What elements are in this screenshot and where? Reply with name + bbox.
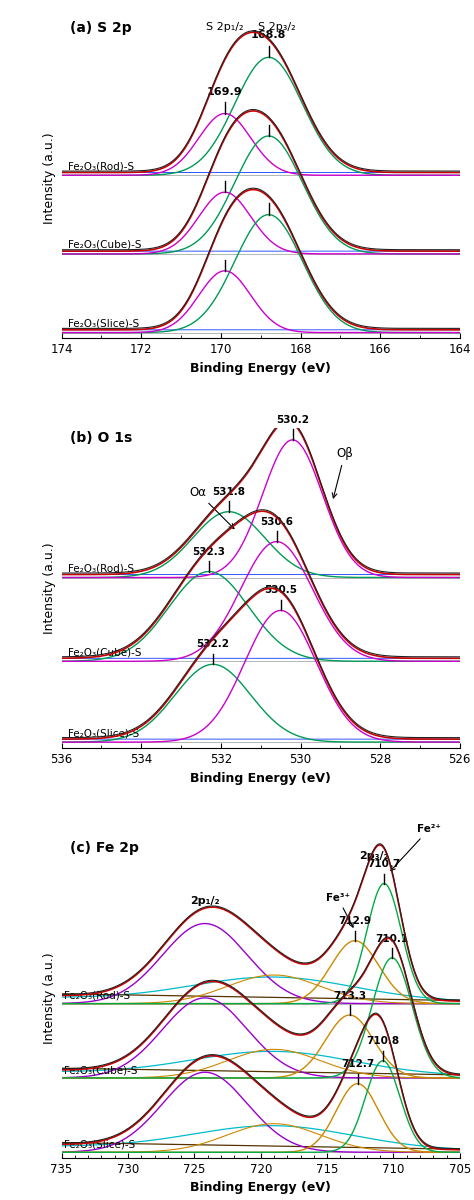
Text: 710.8: 710.8 — [366, 1037, 400, 1046]
Text: (b) O 1s: (b) O 1s — [70, 431, 132, 445]
Text: 530.6: 530.6 — [260, 517, 293, 527]
Text: 532.2: 532.2 — [196, 640, 229, 649]
X-axis label: Binding Energy (eV): Binding Energy (eV) — [190, 361, 331, 374]
Text: 532.3: 532.3 — [192, 546, 226, 557]
Text: Oβ: Oβ — [332, 446, 353, 498]
Text: 712.7: 712.7 — [341, 1060, 374, 1069]
Text: Fe₂O₃(Rod)-S: Fe₂O₃(Rod)-S — [64, 991, 130, 1001]
X-axis label: Binding Energy (eV): Binding Energy (eV) — [190, 772, 331, 785]
Text: Fe₂O₃(Cube)-S: Fe₂O₃(Cube)-S — [68, 648, 141, 658]
Text: 530.5: 530.5 — [264, 586, 297, 595]
Text: 2p₁/₂: 2p₁/₂ — [190, 896, 220, 906]
Text: Fe³⁺: Fe³⁺ — [326, 893, 353, 928]
Text: Fe₂O₃(Slice)-S: Fe₂O₃(Slice)-S — [68, 728, 139, 738]
Text: S 2p₃/₂: S 2p₃/₂ — [258, 22, 295, 32]
Text: Fe₂O₃(Slice)-S: Fe₂O₃(Slice)-S — [68, 318, 139, 329]
Text: 169.9: 169.9 — [207, 86, 243, 97]
Text: 2p₃/₂: 2p₃/₂ — [359, 851, 388, 860]
Text: 710.1: 710.1 — [375, 934, 409, 943]
Text: (c) Fe 2p: (c) Fe 2p — [70, 841, 138, 854]
Text: 531.8: 531.8 — [212, 487, 246, 497]
Text: 713.3: 713.3 — [333, 991, 366, 1001]
Y-axis label: Intensity (a.u.): Intensity (a.u.) — [43, 132, 56, 224]
Text: 710.7: 710.7 — [367, 859, 401, 869]
Text: Fe₂O₃(Slice)-S: Fe₂O₃(Slice)-S — [64, 1140, 136, 1150]
Text: S 2p₁/₂: S 2p₁/₂ — [206, 22, 244, 32]
Text: Fe₂O₃(Rod)-S: Fe₂O₃(Rod)-S — [68, 161, 134, 172]
Text: Fe₂O₃(Cube)-S: Fe₂O₃(Cube)-S — [68, 240, 141, 250]
Y-axis label: Intensity (a.u.): Intensity (a.u.) — [43, 542, 56, 634]
X-axis label: Binding Energy (eV): Binding Energy (eV) — [190, 1182, 331, 1194]
Text: 168.8: 168.8 — [251, 30, 286, 41]
Text: Oα: Oα — [189, 486, 234, 528]
Text: 712.9: 712.9 — [338, 917, 372, 926]
Text: Fe²⁺: Fe²⁺ — [391, 824, 441, 870]
Text: Fe₂O₃(Cube)-S: Fe₂O₃(Cube)-S — [64, 1066, 138, 1075]
Text: 530.2: 530.2 — [276, 415, 309, 425]
Y-axis label: Intensity (a.u.): Intensity (a.u.) — [43, 952, 56, 1044]
Text: Fe₂O₃(Rod)-S: Fe₂O₃(Rod)-S — [68, 564, 134, 574]
Text: (a) S 2p: (a) S 2p — [70, 22, 131, 35]
